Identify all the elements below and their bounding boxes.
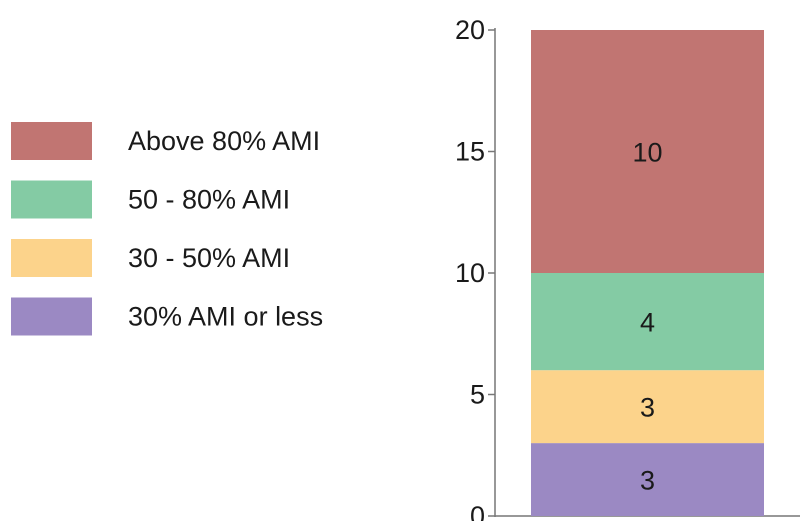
legend-swatch — [11, 122, 92, 160]
legend-label: 30 - 50% AMI — [128, 243, 290, 273]
legend-label: Above 80% AMI — [128, 126, 320, 156]
bar-segment — [531, 30, 764, 273]
y-tick-label: 15 — [455, 137, 485, 167]
y-tick-label: 20 — [455, 15, 485, 45]
bar-data-label: 4 — [640, 308, 655, 338]
y-tick-label: 10 — [455, 258, 485, 288]
y-tick-label: 0 — [470, 501, 485, 521]
bar-data-label: 3 — [640, 393, 655, 423]
legend-swatch — [11, 297, 92, 336]
legend-label: 30% AMI or less — [128, 302, 323, 332]
legend-label: 50 - 80% AMI — [128, 185, 290, 215]
bar-segment — [531, 273, 764, 371]
legend-swatch — [11, 239, 92, 277]
bar-segment — [531, 370, 764, 444]
legend-swatch — [11, 180, 92, 219]
bar-data-label: 10 — [632, 138, 662, 168]
bar-segment — [531, 443, 764, 516]
y-tick-label: 5 — [470, 380, 485, 410]
bar-data-label: 3 — [640, 466, 655, 496]
